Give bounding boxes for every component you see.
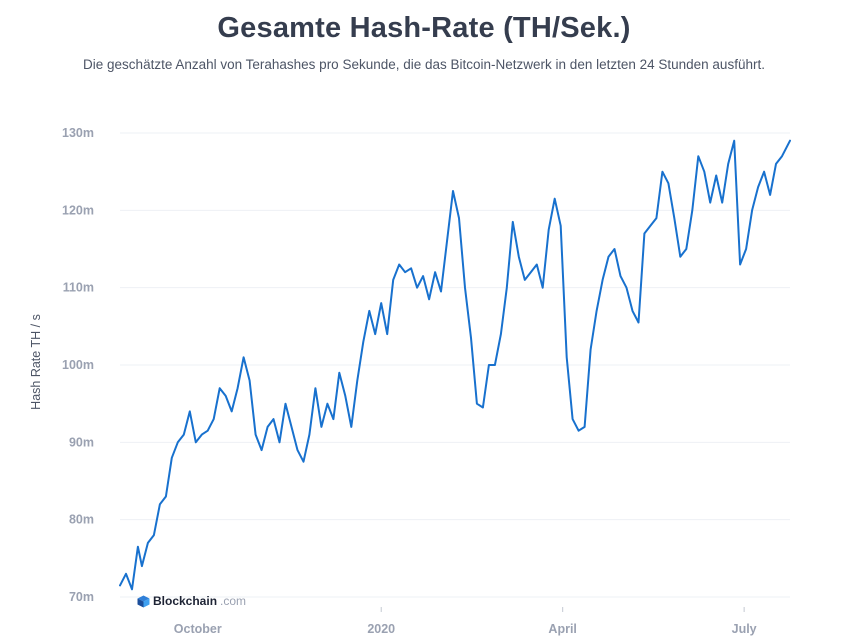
y-tick-label: 70m <box>69 590 94 604</box>
x-tick-label: October <box>174 622 222 636</box>
blockchain-cube-icon <box>137 595 150 607</box>
x-tick-label: 2020 <box>367 622 395 636</box>
chart-title: Gesamte Hash-Rate (TH/Sek.) <box>217 12 631 44</box>
x-tick-label: July <box>732 622 757 636</box>
y-tick-label: 100m <box>62 358 94 372</box>
grid-lines <box>120 132 790 598</box>
y-tick-label: 130m <box>62 126 94 140</box>
brand-logo[interactable]: Blockchain .com <box>137 594 246 608</box>
hash-rate-line <box>119 139 791 591</box>
brand-name: Blockchain <box>153 594 218 608</box>
y-axis-ticks: 70m 80m 90m 100m 110m 120m 130m <box>62 126 94 604</box>
x-tick-label: April <box>548 622 576 636</box>
y-tick-label: 120m <box>62 203 94 217</box>
y-tick-label: 110m <box>63 281 94 295</box>
chart-subtitle: Die geschätzte Anzahl von Terahashes pro… <box>83 57 765 72</box>
y-tick-label: 90m <box>69 435 94 449</box>
x-axis-ticks: October 2020 April July <box>174 607 757 636</box>
y-axis-label: Hash Rate TH / s <box>29 314 43 410</box>
y-tick-label: 80m <box>69 513 94 527</box>
brand-suffix: .com <box>220 594 247 608</box>
